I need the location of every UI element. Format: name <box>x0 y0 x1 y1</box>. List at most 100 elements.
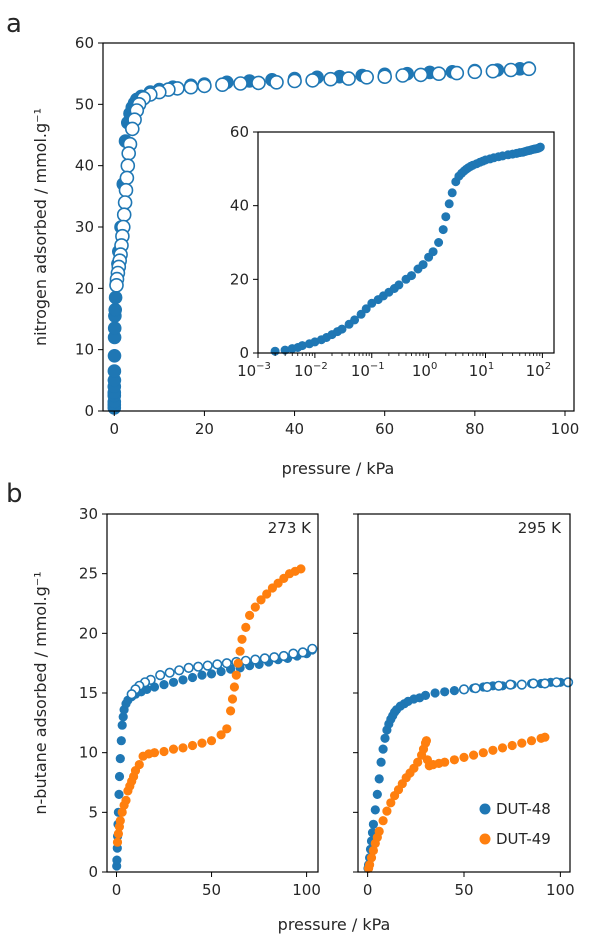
y-tick-label: 5 <box>88 803 98 821</box>
data-point-dut-48-desorption <box>482 681 493 693</box>
y-tick-label: 0 <box>88 863 98 881</box>
data-point-dut-49-adsorption <box>115 816 125 826</box>
data-point-dut-48-desorption <box>505 679 516 690</box>
data-point-dut-49-adsorption <box>159 746 169 757</box>
inset-background <box>258 132 554 353</box>
data-point-n2-adsorption <box>441 212 451 222</box>
y-tick-label: 0 <box>84 402 94 420</box>
data-point-n2-adsorption <box>361 304 371 314</box>
data-point-n2-desorption <box>183 79 199 95</box>
data-point-dut-48-desorption <box>183 662 194 674</box>
x-axis-label-b: pressure / kPa <box>278 915 391 934</box>
data-point-dut-48-desorption <box>212 659 223 670</box>
data-point-dut-48-adsorption <box>380 733 390 743</box>
data-point-dut-48-adsorption <box>420 690 431 701</box>
x-tick-label: 100 <box>412 361 437 380</box>
data-point-n2-desorption <box>119 170 135 186</box>
data-point-dut-48-desorption <box>202 660 213 671</box>
y-axis-label: nitrogen adsorbed / mmol.g⁻¹ <box>31 108 50 346</box>
x-tick-label: 0 <box>363 881 373 899</box>
data-point-dut-49-adsorption <box>206 736 217 746</box>
y-tick-label: 20 <box>230 270 249 288</box>
data-point-dut-49-adsorption <box>449 755 460 765</box>
data-point-n2-desorption <box>125 121 140 137</box>
data-point-dut-48-desorption <box>516 679 527 690</box>
data-point-dut-48-desorption <box>458 684 470 695</box>
panel-a-label: a <box>6 9 22 39</box>
data-point-dut-49-adsorption <box>233 658 243 668</box>
x-tick-label: 100 <box>292 881 321 899</box>
data-point-n2-desorption <box>341 71 356 86</box>
data-point-dut-48-adsorption <box>112 855 122 865</box>
data-point-dut-48-adsorption <box>117 720 127 730</box>
data-point-n2-adsorption <box>428 247 438 257</box>
legend: DUT-48 DUT-49 <box>479 800 551 848</box>
y-tick-label: 15 <box>79 684 98 702</box>
y-tick-label: 30 <box>75 218 94 236</box>
x-tick-label: 40 <box>285 420 304 438</box>
data-point-dut-48-desorption <box>155 669 166 681</box>
data-point-n2-desorption <box>413 67 429 83</box>
data-point-dut-48-desorption <box>288 648 299 659</box>
data-point-n2-desorption <box>467 64 483 80</box>
data-point-n2-adsorption <box>107 348 122 363</box>
data-point-dut-48-adsorption <box>430 688 440 698</box>
data-point-dut-48-adsorption <box>374 774 384 784</box>
data-point-dut-49-adsorption <box>235 646 245 656</box>
x-tick-label: 60 <box>375 420 394 438</box>
data-point-dut-49-adsorption <box>413 757 423 767</box>
data-point-n2-adsorption <box>535 142 545 152</box>
data-point-dut-48-adsorption <box>187 672 198 683</box>
x-tick-label: 80 <box>465 420 484 438</box>
butane-295K-chart: 0 50 100 295 K DUT-48 DUT-49 <box>353 513 575 899</box>
data-point-dut-49-adsorption <box>231 670 241 680</box>
data-point-dut-49-adsorption <box>112 837 123 847</box>
data-point-dut-49-adsorption <box>497 743 508 753</box>
data-point-n2-adsorption <box>107 364 122 378</box>
data-point-n2-desorption <box>305 73 320 88</box>
data-point-dut-49-adsorption <box>382 806 392 816</box>
data-point-dut-48-desorption <box>126 689 137 700</box>
data-point-n2-desorption <box>251 75 266 91</box>
data-point-dut-49-adsorption <box>168 744 179 754</box>
data-point-dut-49-adsorption <box>526 736 537 746</box>
x-tick-label: 10−3 <box>237 361 271 380</box>
data-point-n2-desorption <box>118 182 134 198</box>
data-point-dut-48-desorption <box>493 680 504 691</box>
data-point-n2-adsorption <box>350 315 360 325</box>
data-point-dut-48-desorption <box>221 658 232 669</box>
y-axis-label-b: n-butane adsorbed / mmol.g⁻¹ <box>31 571 50 814</box>
annotation-273K: 273 K <box>268 519 312 537</box>
data-point-n2-adsorption <box>356 309 366 319</box>
data-point-dut-48-adsorption <box>370 805 380 815</box>
x-tick-label: 101 <box>469 361 494 380</box>
x-tick-label: 100 <box>551 420 580 438</box>
data-point-n2-desorption <box>431 66 447 81</box>
y-tick-label: 25 <box>79 565 98 583</box>
x-tick-label: 50 <box>202 881 221 899</box>
data-point-n2-desorption <box>377 69 393 84</box>
data-point-n2-desorption <box>395 68 411 83</box>
data-point-dut-49-adsorption <box>540 732 550 742</box>
y-tick-label: 20 <box>79 624 98 642</box>
data-point-n2-desorption <box>485 63 501 79</box>
data-point-n2-desorption <box>233 76 248 91</box>
data-point-dut-49-adsorption <box>386 798 396 808</box>
data-point-dut-48-adsorption <box>197 670 207 680</box>
x-tick-label: 0 <box>109 420 119 438</box>
data-point-n2-desorption <box>120 158 136 173</box>
data-point-dut-49-adsorption <box>134 759 144 770</box>
data-point-n2-adsorption <box>418 260 428 270</box>
x-tick-label: 50 <box>454 881 473 899</box>
legend-label-dut49: DUT-49 <box>496 830 551 848</box>
y-tick-label: 40 <box>230 197 249 215</box>
data-point-dut-48-desorption <box>193 661 204 672</box>
x-axis-label: pressure / kPa <box>282 459 395 478</box>
data-point-dut-49-adsorption <box>229 682 239 692</box>
data-point-n2-adsorption <box>434 238 444 248</box>
x-tick-label: 10−1 <box>351 361 385 380</box>
data-point-dut-48-adsorption <box>372 789 382 800</box>
data-point-dut-49-adsorption <box>178 743 188 753</box>
